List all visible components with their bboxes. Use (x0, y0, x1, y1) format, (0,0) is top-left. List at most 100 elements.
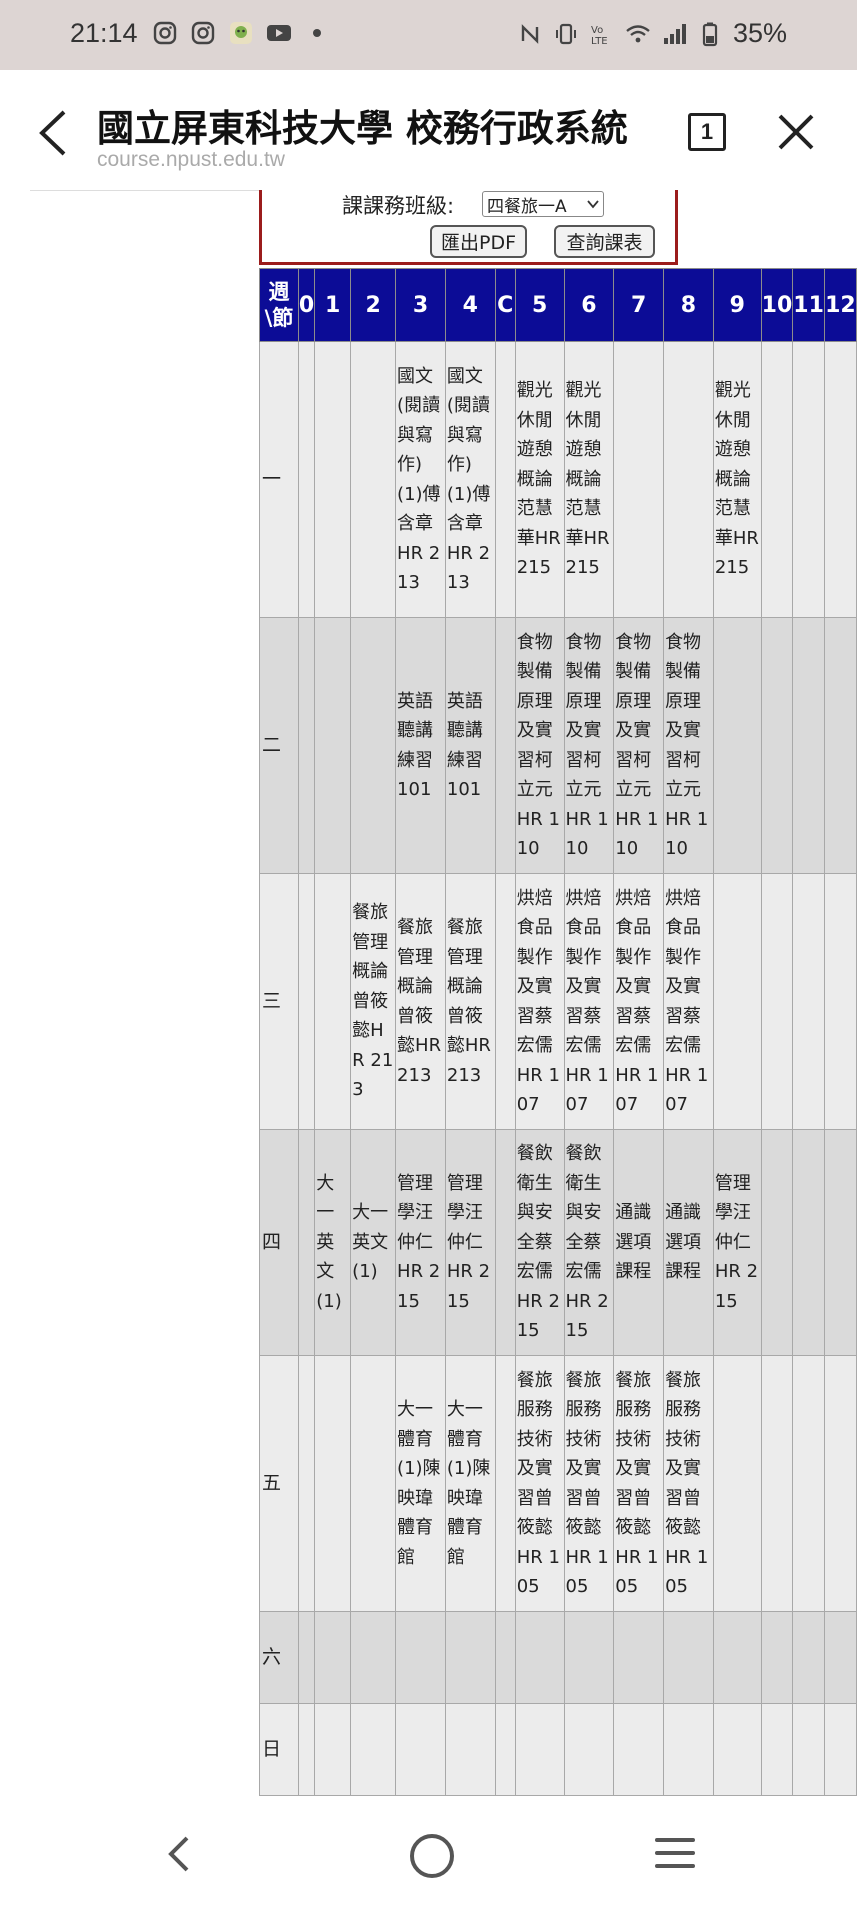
empty-cell (613, 1703, 665, 1796)
empty-cell (297, 1611, 316, 1704)
empty-cell (760, 873, 794, 1130)
empty-cell (297, 1129, 316, 1356)
page-title: 國立屏東科技大學 校務行政系統... (97, 107, 627, 150)
empty-cell (712, 1355, 762, 1612)
query-timetable-button[interactable]: 查詢課表 (554, 225, 655, 258)
instagram-icon (191, 21, 215, 45)
course-cell: 食物製備原理及實習柯立元HR 110 (613, 617, 665, 874)
course-cell: 食物製備原理及實習柯立元HR 110 (563, 617, 615, 874)
weekday-label: 六 (259, 1611, 299, 1704)
timetable-row: 四大一英文(1) 大一英文(1) 管理學汪仲仁HR 215 管理學汪仲仁HR 215 餐… (259, 1129, 857, 1356)
youtube-icon (267, 25, 291, 41)
page-url: course.npust.edu.tw (97, 148, 285, 171)
course-cell: 國文(閱讀與寫作)(1)傅含章HR 213 (395, 341, 446, 618)
timetable-header-row: 週 \節 0 1 2 3 4 C 5 6 7 8 9 10 11 12 (259, 268, 857, 342)
corner-period: \節 (264, 306, 294, 330)
back-nav-icon[interactable] (165, 1834, 195, 1874)
status-time: 21:14 (70, 18, 138, 48)
timetable-row: 六 (259, 1611, 857, 1704)
empty-cell (712, 873, 762, 1130)
empty-cell (395, 1611, 446, 1704)
period-header: 9 (712, 268, 762, 342)
empty-cell (514, 1611, 565, 1704)
period-header: 7 (613, 268, 665, 342)
course-cell: 大一英文(1) (314, 1129, 352, 1356)
course-cell: 大一體育(1)陳映瑋體育館 (395, 1355, 446, 1612)
recents-nav-icon[interactable] (655, 1838, 695, 1877)
empty-cell (823, 617, 857, 874)
period-header: 4 (444, 268, 496, 342)
weekday-label: 五 (259, 1355, 299, 1612)
empty-cell (297, 873, 316, 1130)
empty-cell (823, 1355, 857, 1612)
empty-cell (314, 617, 352, 874)
empty-cell (792, 1129, 825, 1356)
period-header: 2 (350, 268, 397, 342)
empty-cell (663, 1703, 714, 1796)
svg-text:LTE: LTE (591, 36, 608, 47)
period-header: 12 (823, 268, 857, 342)
empty-cell (350, 1611, 397, 1704)
tab-switcher-button[interactable]: 1 (688, 113, 726, 151)
empty-cell (792, 617, 825, 874)
course-cell: 大一體育(1)陳映瑋體育館 (444, 1355, 496, 1612)
course-cell: 餐旅管理概論曾筱懿HR 213 (444, 873, 496, 1130)
empty-cell (712, 1611, 762, 1704)
empty-cell (494, 341, 516, 618)
empty-cell (663, 1611, 714, 1704)
wifi-icon (626, 24, 650, 42)
empty-cell (314, 341, 352, 618)
course-cell: 大一英文(1) (350, 1129, 397, 1356)
empty-cell (444, 1611, 496, 1704)
empty-cell (494, 617, 516, 874)
course-cell: 食物製備原理及實習柯立元HR 110 (663, 617, 714, 874)
course-cell: 食物製備原理及實習柯立元HR 110 (514, 617, 565, 874)
empty-cell (760, 341, 794, 618)
battery-icon (702, 22, 718, 46)
class-select-value: 四餐旅一A (487, 196, 567, 217)
class-select[interactable]: 四餐旅一A (482, 191, 604, 217)
browser-header: 國立屏東科技大學 校務行政系統... course.npust.edu.tw 1 (0, 70, 857, 190)
course-cell: 烘焙食品製作及實習蔡宏儒HR 107 (563, 873, 615, 1130)
period-header: 10 (760, 268, 794, 342)
empty-cell (792, 873, 825, 1130)
battery-percent: 35% (732, 18, 787, 48)
empty-cell (314, 1611, 352, 1704)
course-cell: 餐飲衛生與安全蔡宏儒HR 215 (563, 1129, 615, 1356)
timetable-row: 五大一體育(1)陳映瑋體育館 大一體育(1)陳映瑋體育館 餐旅服務技術及實習曾筱懿H… (259, 1355, 857, 1612)
course-cell: 烘焙食品製作及實習蔡宏儒HR 107 (613, 873, 665, 1130)
period-header: C (494, 268, 516, 342)
close-icon[interactable] (776, 112, 816, 152)
course-cell: 觀光休閒遊憩概論范慧華HR 215 (712, 341, 762, 618)
back-arrow-icon[interactable] (34, 108, 74, 158)
system-nav-bar (0, 1800, 857, 1908)
home-nav-icon[interactable] (410, 1834, 454, 1878)
period-header: 5 (514, 268, 565, 342)
empty-cell (760, 1355, 794, 1612)
period-header: 8 (663, 268, 714, 342)
empty-cell (297, 341, 316, 618)
course-cell: 英語聽講練習101 (444, 617, 496, 874)
course-cell: 管理學汪仲仁HR 215 (444, 1129, 496, 1356)
course-cell: 國文(閱讀與寫作)(1)傅含章HR 213 (444, 341, 496, 618)
empty-cell (613, 1611, 665, 1704)
timetable: 週 \節 0 1 2 3 4 C 5 6 7 8 9 10 11 12 一國文(閱讀與寫作)(1)傅含章HR… (259, 268, 857, 1796)
empty-cell (494, 1129, 516, 1356)
empty-cell (494, 1703, 516, 1796)
course-cell: 餐飲衛生與安全蔡宏儒HR 215 (514, 1129, 565, 1356)
notification-icons (152, 20, 330, 46)
weekday-label: 四 (259, 1129, 299, 1356)
class-label: 課課務班級: (342, 194, 455, 218)
course-cell: 餐旅服務技術及實習曾筱懿HR 105 (514, 1355, 565, 1612)
app-icon (230, 22, 252, 44)
empty-cell (823, 341, 857, 618)
export-pdf-button[interactable]: 匯出PDF (430, 225, 527, 258)
corner-header: 週 \節 (259, 268, 299, 342)
empty-cell (760, 1611, 794, 1704)
course-cell: 觀光休閒遊憩概論范慧華HR 215 (514, 341, 565, 618)
empty-cell (494, 1611, 516, 1704)
empty-cell (395, 1703, 446, 1796)
empty-cell (663, 341, 714, 618)
class-query-form: 課課務班級: 四餐旅一A 匯出PDF 查詢課表 (259, 190, 678, 265)
